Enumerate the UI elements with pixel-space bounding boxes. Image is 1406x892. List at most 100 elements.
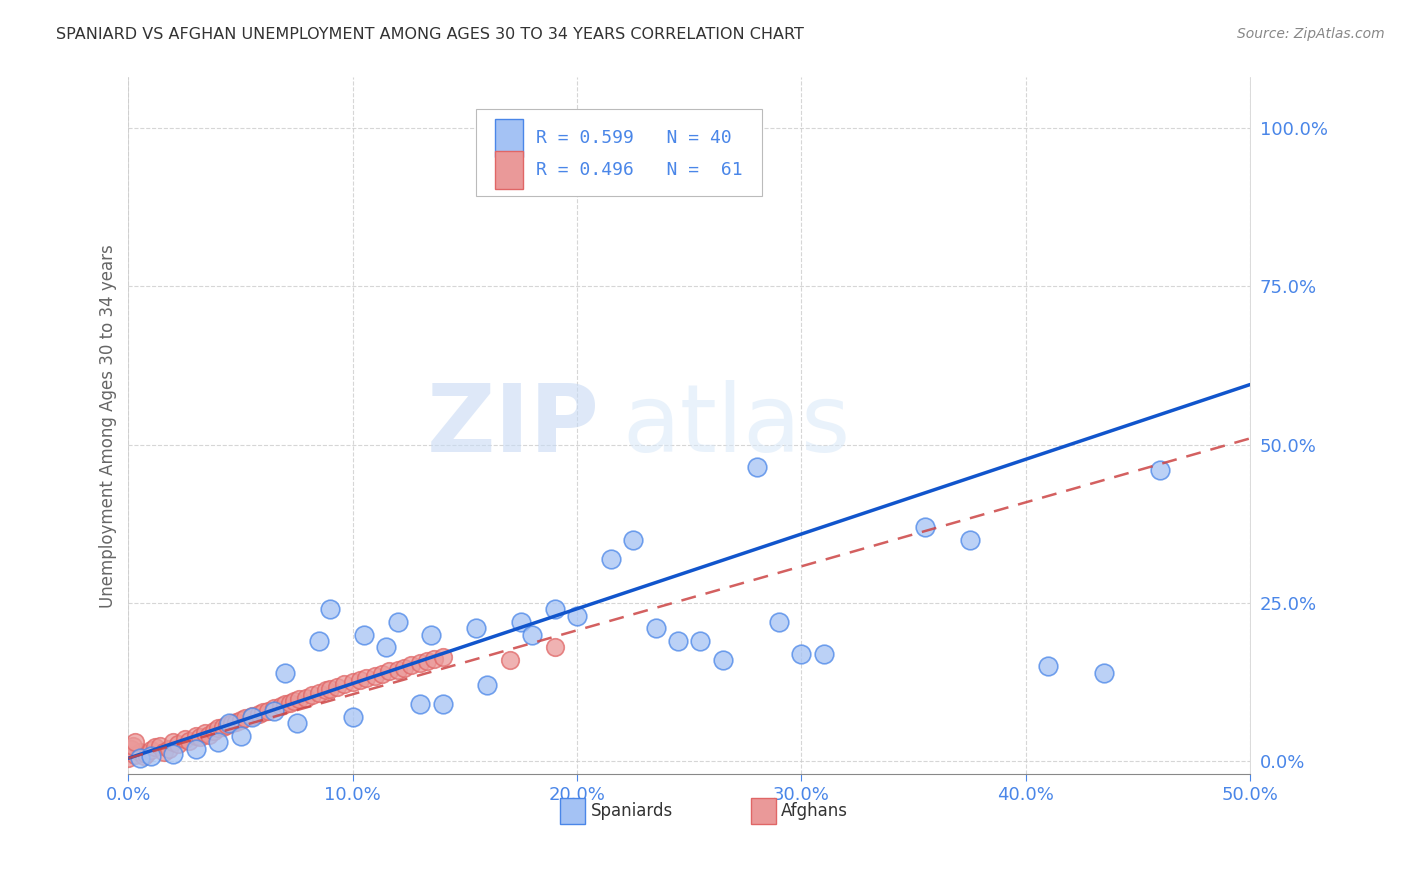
Point xyxy=(308,634,330,648)
Point xyxy=(240,708,263,723)
Point xyxy=(294,691,316,706)
Point xyxy=(768,615,790,629)
Point xyxy=(184,729,207,743)
Point xyxy=(124,747,146,762)
Point xyxy=(198,728,221,742)
Point xyxy=(128,745,150,759)
Point xyxy=(149,739,172,753)
Point xyxy=(217,717,239,731)
Point xyxy=(565,608,588,623)
Point xyxy=(689,634,711,648)
Point xyxy=(543,602,565,616)
Point xyxy=(319,602,342,616)
Point xyxy=(153,745,176,759)
Point xyxy=(499,653,522,667)
Point xyxy=(1036,659,1059,673)
Point xyxy=(333,677,356,691)
Point xyxy=(510,615,533,629)
Point xyxy=(221,716,243,731)
Point xyxy=(644,621,666,635)
Point xyxy=(274,698,297,712)
Point xyxy=(599,551,621,566)
Point xyxy=(173,732,195,747)
Point xyxy=(813,647,835,661)
Point xyxy=(122,739,145,753)
Point xyxy=(177,734,200,748)
Text: R = 0.599   N = 40: R = 0.599 N = 40 xyxy=(536,129,731,147)
Point xyxy=(364,669,387,683)
Point xyxy=(157,741,180,756)
FancyBboxPatch shape xyxy=(495,119,523,157)
FancyBboxPatch shape xyxy=(751,797,776,824)
Point xyxy=(745,459,768,474)
Point xyxy=(416,654,439,668)
Point xyxy=(283,694,305,708)
Point xyxy=(1092,665,1115,680)
Point xyxy=(308,686,330,700)
Point xyxy=(139,749,162,764)
Point xyxy=(145,740,167,755)
Point xyxy=(477,678,499,692)
Point xyxy=(387,615,409,629)
Text: atlas: atlas xyxy=(621,380,851,472)
Point xyxy=(371,667,394,681)
Point xyxy=(349,673,371,688)
Point xyxy=(166,737,188,751)
Point xyxy=(128,751,150,765)
Point xyxy=(211,719,233,733)
Point xyxy=(666,634,689,648)
Point xyxy=(432,698,454,712)
Point xyxy=(247,706,270,721)
Point xyxy=(278,696,301,710)
Point xyxy=(162,735,184,749)
Point xyxy=(1149,463,1171,477)
Point xyxy=(252,705,274,719)
Point xyxy=(202,723,225,738)
Point xyxy=(959,533,981,547)
Point xyxy=(409,657,432,671)
Point xyxy=(315,683,337,698)
Point xyxy=(274,665,297,680)
Point xyxy=(240,710,263,724)
Point xyxy=(218,716,240,731)
Point xyxy=(225,715,247,730)
Point xyxy=(353,628,375,642)
Point xyxy=(184,741,207,756)
Point xyxy=(377,665,399,679)
Point xyxy=(409,698,432,712)
Point xyxy=(207,722,229,736)
Point xyxy=(117,751,139,765)
Point xyxy=(387,663,409,677)
Text: Afghans: Afghans xyxy=(782,802,848,820)
Point xyxy=(422,652,444,666)
Point xyxy=(285,716,308,731)
Point xyxy=(301,688,323,702)
Point xyxy=(354,671,377,685)
Y-axis label: Unemployment Among Ages 30 to 34 years: Unemployment Among Ages 30 to 34 years xyxy=(100,244,117,607)
Point xyxy=(342,675,364,690)
Text: ZIP: ZIP xyxy=(426,380,599,472)
Point xyxy=(711,653,734,667)
Point xyxy=(188,731,211,745)
Point xyxy=(394,660,416,674)
Point xyxy=(233,711,256,725)
Text: R = 0.496   N =  61: R = 0.496 N = 61 xyxy=(536,161,742,179)
Point xyxy=(465,621,488,635)
Point xyxy=(543,640,565,655)
Text: SPANIARD VS AFGHAN UNEMPLOYMENT AMONG AGES 30 TO 34 YEARS CORRELATION CHART: SPANIARD VS AFGHAN UNEMPLOYMENT AMONG AG… xyxy=(56,27,804,42)
Point xyxy=(162,747,184,761)
Point xyxy=(134,749,156,764)
Point xyxy=(432,649,454,664)
Point xyxy=(263,700,285,714)
FancyBboxPatch shape xyxy=(560,797,585,824)
Point xyxy=(120,741,142,756)
Point xyxy=(621,533,644,547)
Point xyxy=(139,743,162,757)
Point xyxy=(124,735,146,749)
Point xyxy=(326,680,349,694)
Point xyxy=(256,704,278,718)
Point xyxy=(288,692,311,706)
Point xyxy=(342,710,364,724)
Point xyxy=(420,628,443,642)
Point xyxy=(135,747,157,761)
